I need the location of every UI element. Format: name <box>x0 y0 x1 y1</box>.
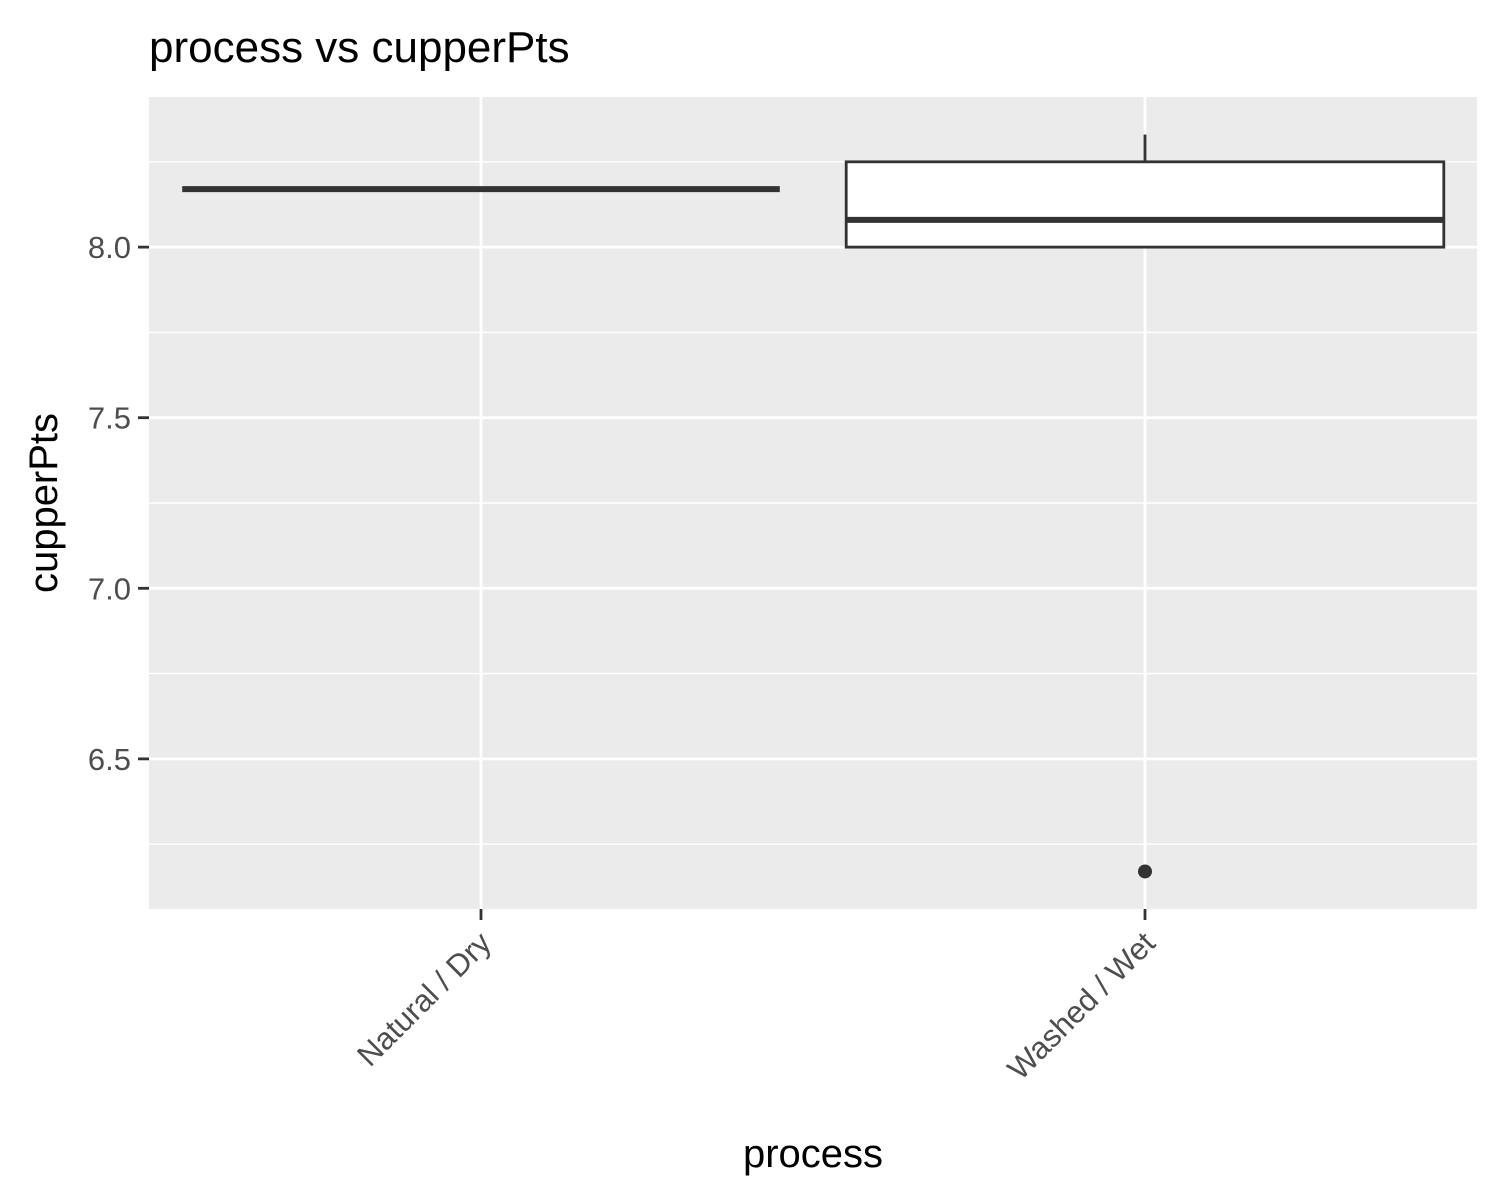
boxes <box>182 134 1446 879</box>
x-tick-label: Natural / Dry <box>350 925 498 1073</box>
box-2 <box>844 134 1446 879</box>
x-axis: Natural / Dry Washed / Wet <box>350 909 1162 1086</box>
x-axis-title: process <box>743 1132 883 1176</box>
x-tick-label: Washed / Wet <box>1001 925 1162 1086</box>
y-tick-label: 8.0 <box>88 230 131 265</box>
chart-title: process vs cupperPts <box>149 23 570 72</box>
y-tick-label: 6.5 <box>88 742 131 777</box>
y-axis: 6.5 7.0 7.5 8.0 <box>88 230 149 777</box>
box-iqr <box>844 160 1446 249</box>
y-axis-title: cupperPts <box>22 413 66 593</box>
y-tick-label: 7.5 <box>88 401 131 436</box>
outlier-point <box>1138 864 1152 879</box>
grid-lines <box>149 97 1477 909</box>
y-tick-label: 7.0 <box>88 571 131 606</box>
